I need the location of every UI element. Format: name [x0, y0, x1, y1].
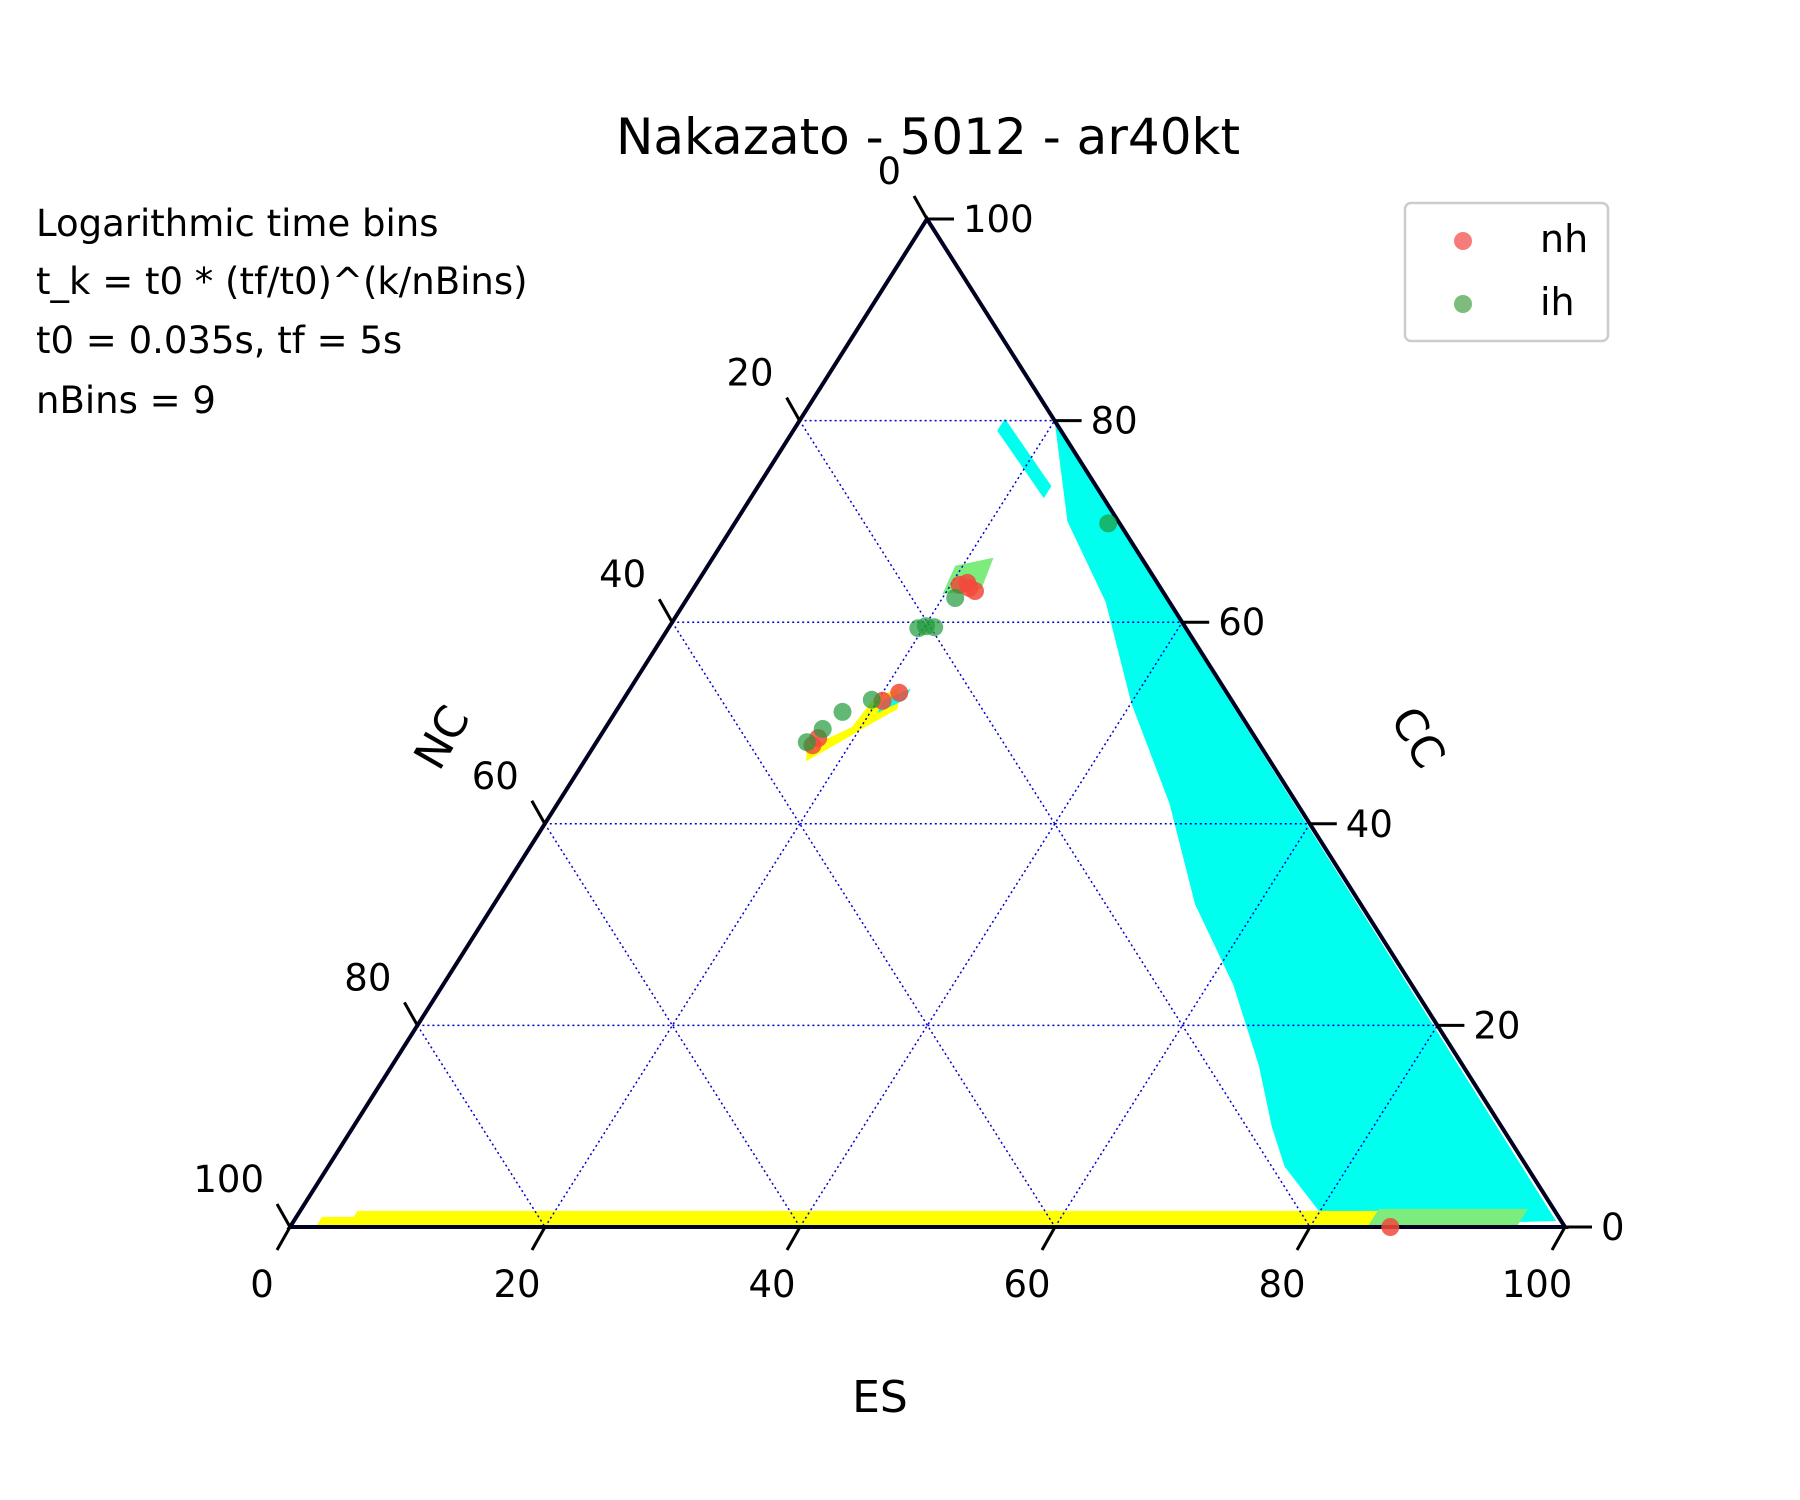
legend-label-nh: nh [1540, 217, 1588, 261]
bottom-tick-60 [1040, 1226, 1057, 1251]
points-layer [797, 514, 1400, 1236]
left-tick-label-80: 80 [344, 956, 391, 999]
right-tick-label-100: 100 [963, 198, 1034, 241]
region-cyan-strip [997, 418, 1052, 499]
annotation-line-1: Logarithmic time bins [36, 202, 438, 245]
grid-line-es-40 [799, 621, 1183, 1228]
left-tick-20 [785, 396, 801, 422]
point-ih-5 [833, 702, 852, 721]
legend-marker-nh [1454, 232, 1472, 250]
right-tick-label-0: 0 [1601, 1206, 1625, 1249]
grid-line-nc-40 [671, 621, 1056, 1228]
point-nh-8 [1381, 1218, 1400, 1236]
annotation-line-2: t_k = t0 * (tf/t0)^(k/nBins) [36, 260, 528, 303]
left-tick-100 [275, 1203, 292, 1228]
right-tick-label-40: 40 [1346, 803, 1393, 846]
frame-layer [286, 215, 1569, 1229]
region-green-base [1368, 1208, 1528, 1226]
left-tick-label-60: 60 [472, 755, 519, 798]
left-tick-0 [912, 195, 929, 220]
bottom-tick-40 [785, 1226, 802, 1251]
bottom-tick-label-100: 100 [1502, 1263, 1573, 1306]
left-tick-label-0: 0 [877, 150, 901, 193]
grid-line-nc-80 [416, 1024, 546, 1228]
annotation-line-3: t0 = 0.035s, tf = 5s [36, 319, 402, 362]
point-ih-8 [1099, 514, 1118, 533]
grid-line-nc-20 [798, 420, 1311, 1228]
left-tick-60 [530, 800, 547, 825]
bottom-axis-label: ES [852, 1372, 908, 1423]
chart-title: Nakazato - 5012 - ar40kt [616, 108, 1240, 166]
bottom-tick-20 [530, 1226, 547, 1251]
point-ih-7 [797, 733, 816, 752]
right-tick-label-20: 20 [1473, 1004, 1520, 1047]
point-nh-4 [890, 683, 909, 702]
legend-marker-ih [1454, 295, 1472, 313]
point-ih-3 [909, 619, 928, 638]
left-axis-label: NC [404, 697, 480, 778]
legend-label-ih: ih [1540, 280, 1575, 324]
bottom-tick-label-20: 20 [493, 1263, 540, 1306]
bottom-tick-0 [275, 1226, 292, 1251]
bottom-tick-label-80: 80 [1258, 1263, 1305, 1306]
bottom-tick-label-0: 0 [250, 1263, 274, 1306]
grid-layer [416, 419, 1439, 1228]
ticks-layer: 0 20 40 60 80 100 0 20 40 60 80 100 0 20 40 60 80 100 [193, 150, 1624, 1306]
left-tick-label-40: 40 [599, 553, 646, 596]
left-tick-80 [403, 1001, 419, 1027]
annotation-line-4: nBins = 9 [36, 379, 216, 422]
right-axis-label: CC [1380, 698, 1455, 777]
right-tick-label-80: 80 [1091, 400, 1138, 443]
right-tick-label-60: 60 [1218, 601, 1265, 644]
triangle-frame [286, 215, 1569, 1229]
point-ih-0 [946, 589, 965, 607]
bottom-tick-100 [1550, 1226, 1567, 1251]
bottom-tick-label-40: 40 [748, 1263, 795, 1306]
bottom-tick-label-60: 60 [1003, 1263, 1050, 1306]
point-ih-6 [813, 720, 832, 738]
bottom-tick-80 [1295, 1226, 1312, 1251]
point-ih-4 [862, 690, 881, 709]
region-yellow-base [316, 1210, 1525, 1226]
legend: nh ih [1403, 201, 1610, 343]
left-tick-label-100: 100 [193, 1158, 264, 1201]
left-tick-40 [657, 598, 674, 623]
regions-layer [316, 219, 1557, 1226]
left-tick-label-20: 20 [727, 352, 774, 395]
